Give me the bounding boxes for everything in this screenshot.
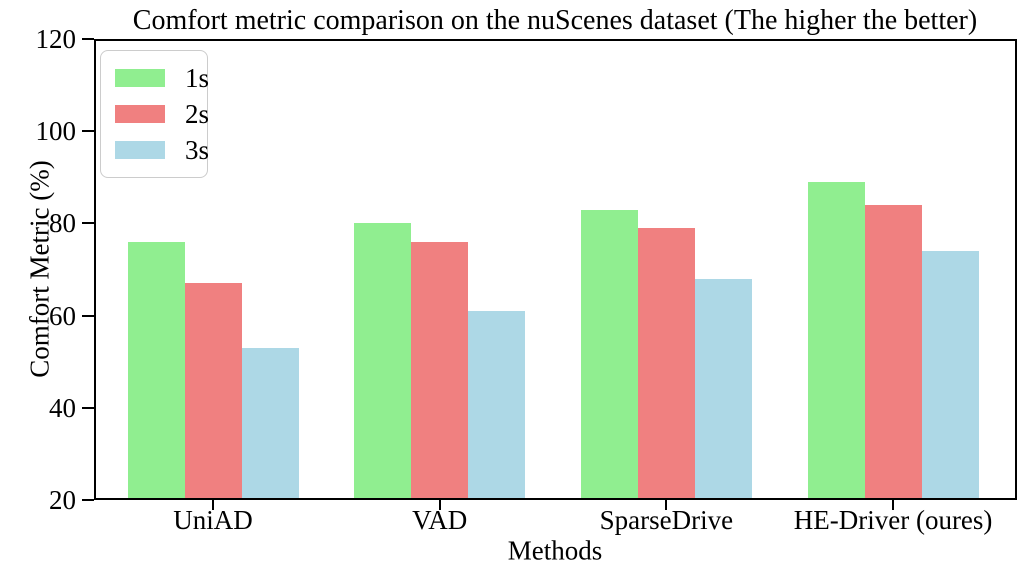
y-tick-label: 100 <box>35 116 77 147</box>
legend-label: 2s <box>185 99 210 129</box>
bar-group <box>807 39 979 500</box>
y-tick <box>82 38 94 40</box>
bar <box>807 181 865 500</box>
x-tick <box>438 500 441 510</box>
bar-group <box>354 39 526 500</box>
bar <box>637 228 695 500</box>
y-tick <box>82 406 94 409</box>
legend-item: 1s <box>115 60 210 96</box>
y-tick-label: 120 <box>35 24 77 54</box>
x-axis-label: Methods <box>507 535 603 566</box>
bar <box>354 223 412 500</box>
bar <box>127 241 185 500</box>
legend-swatch <box>115 105 165 123</box>
x-tick-label: UniAD <box>173 505 253 535</box>
bar-group <box>127 39 299 500</box>
bar <box>184 283 242 500</box>
chart-title: Comfort metric comparison on the nuScene… <box>132 5 978 36</box>
legend-swatch <box>115 69 165 87</box>
y-tick-label: 60 <box>49 300 76 331</box>
legend-label: 3s <box>185 135 210 165</box>
bar <box>864 204 922 500</box>
plot-area: 20 40 60 80 100 120 UniAD VAD SparseDrive HE-Dri… <box>36 24 1017 535</box>
x-tick-label: SparseDrive <box>599 505 734 535</box>
x-tick-label: HE-Driver (oures) <box>793 505 993 535</box>
x-tick-label: VAD <box>412 505 468 535</box>
y-axis-label: Comfort Metric (%) <box>24 160 55 378</box>
y-tick <box>82 314 94 317</box>
x-tick <box>892 500 895 510</box>
bar <box>580 209 638 500</box>
legend: 1s 2s 3s <box>100 50 210 178</box>
y-tick <box>82 222 94 225</box>
legend-label: 1s <box>185 63 210 93</box>
bar-group <box>580 39 752 500</box>
bar <box>468 311 526 500</box>
y-tick <box>82 499 94 501</box>
bar <box>921 251 979 500</box>
y-tick-label: 80 <box>49 208 76 239</box>
y-tick <box>82 130 94 133</box>
x-tick <box>665 500 668 510</box>
x-tick <box>212 500 214 510</box>
legend-item: 3s <box>115 132 210 168</box>
bar <box>411 241 469 500</box>
y-tick-label: 40 <box>49 392 76 423</box>
legend-item: 2s <box>115 96 210 132</box>
bar <box>694 278 752 500</box>
bar <box>241 347 299 500</box>
y-tick-label: 20 <box>49 485 76 515</box>
legend-swatch <box>115 141 165 159</box>
